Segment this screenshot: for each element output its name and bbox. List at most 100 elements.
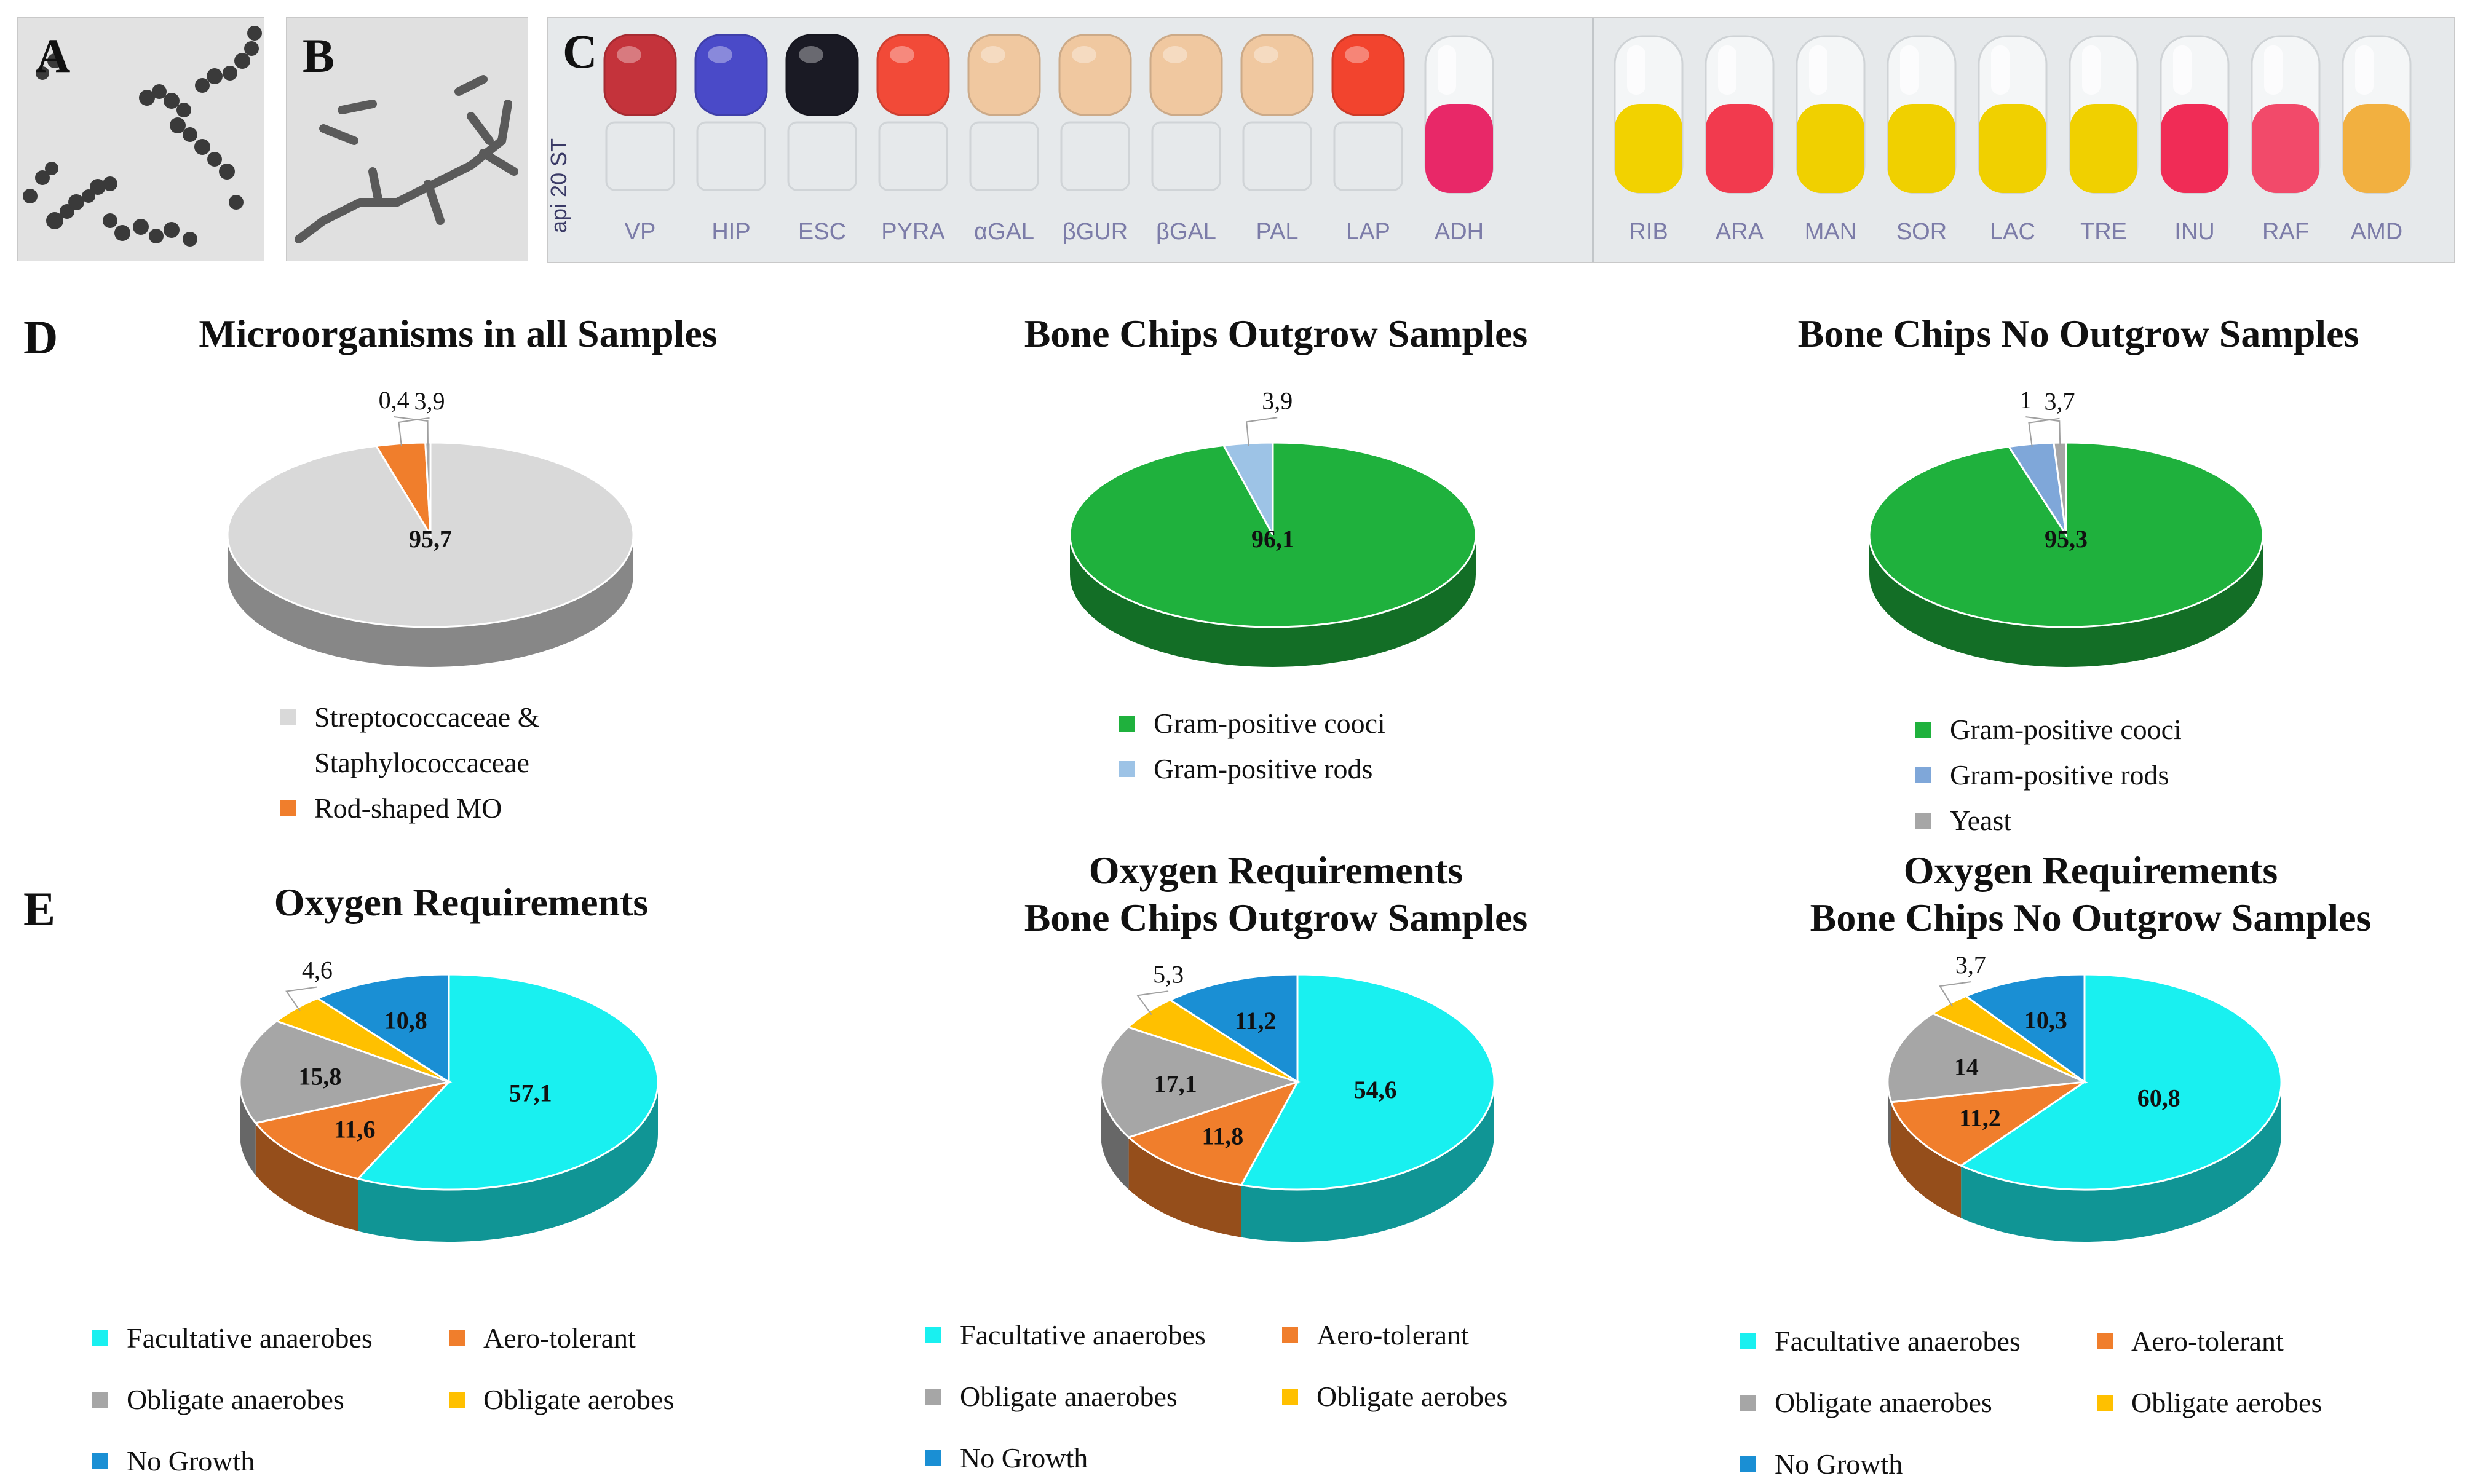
pie-data-label: 95,7 <box>409 525 452 553</box>
chart-title-oxygen: Oxygen Requirements <box>274 880 649 924</box>
legend-item: Facultative anaerobes <box>92 1322 373 1354</box>
api-cupule-ara: ARA <box>1705 35 1775 245</box>
legend-swatch <box>925 1450 941 1466</box>
legend-swatch <box>1915 767 1931 783</box>
legend-label: Facultative anaerobes <box>960 1319 1206 1351</box>
api-cupule-adh: ADH <box>1424 35 1494 245</box>
api-test-label: LAC <box>1990 219 2035 245</box>
pie-slice <box>1127 1080 1300 1186</box>
legend-item: No Growth <box>92 1445 255 1477</box>
pie-data-label: 10,8 <box>384 1007 427 1035</box>
legend-swatch <box>280 709 296 725</box>
legend-label: No Growth <box>1775 1448 1903 1480</box>
pie-slice-side <box>228 535 633 667</box>
legend-label: Obligate aerobes <box>1317 1381 1508 1412</box>
legend-label: Gram-positive cooci <box>1950 714 2182 745</box>
legend-item: Obligate aerobes <box>2097 1386 2322 1419</box>
legend-label: Obligate aerobes <box>483 1384 675 1415</box>
api-cupule-vp: VP <box>603 34 677 245</box>
api-test-label: HIP <box>711 219 750 245</box>
pie-chart-no-outgrow: 95,3 3,7 1 <box>1868 386 2264 667</box>
micrograph-b <box>286 17 528 261</box>
legend-item: Obligate aerobes <box>1282 1380 1507 1413</box>
pie-data-label: 11,6 <box>334 1115 376 1143</box>
api-test-label: αGAL <box>974 219 1034 245</box>
pie-data-label: 10,3 <box>2024 1006 2067 1034</box>
legend-label: Obligate anaerobes <box>960 1381 1178 1412</box>
legend-swatch <box>925 1388 941 1405</box>
api-test-label: AMD <box>2351 219 2402 245</box>
api-cupule-amd: AMD <box>2342 35 2412 245</box>
pie-slice-side <box>358 1082 658 1242</box>
legend-item: Aero-tolerant <box>1282 1319 1469 1351</box>
legend-item: Obligate anaerobes <box>92 1383 344 1416</box>
api-test-label: PYRA <box>881 219 945 245</box>
legend-label: Aero-tolerant <box>2131 1325 2284 1357</box>
pie-data-label: 57,1 <box>509 1079 552 1107</box>
pie-slice <box>1240 973 1495 1191</box>
legend-swatch <box>1282 1327 1298 1343</box>
chart-title-oxygen-outgrow-line1: Oxygen Requirements <box>1088 848 1463 892</box>
api-test-label: βGAL <box>1156 219 1216 245</box>
legend-swatch <box>1740 1333 1756 1349</box>
legend-swatch <box>1740 1456 1756 1472</box>
legend-label: Gram-positive rods <box>1154 753 1373 784</box>
legend-item: Gram-positive rods <box>1915 759 2169 791</box>
api-test-label: βGUR <box>1063 219 1128 245</box>
pie-data-label: 11,2 <box>1235 1007 1277 1035</box>
pie-slice-side <box>255 1123 358 1231</box>
api-test-label: ARA <box>1716 219 1764 245</box>
legend-swatch <box>2097 1333 2113 1349</box>
legend-item: No Growth <box>925 1442 1088 1474</box>
api-cupule-rib: RIB <box>1614 35 1684 245</box>
pie-slice <box>1099 1026 1301 1139</box>
legend-item: Obligate aerobes <box>449 1383 674 1416</box>
api-cupule-βgur: βGUR <box>1058 34 1132 245</box>
chart-title-no-outgrow: Bone Chips No Outgrow Samples <box>1797 312 2359 355</box>
legend-label: No Growth <box>960 1442 1088 1474</box>
legend-item: Facultative anaerobes <box>1740 1325 2021 1357</box>
pie-slice <box>315 973 450 1084</box>
pie-slice <box>1890 1081 2085 1167</box>
pie-leader-line <box>398 417 430 447</box>
chart-title-oxygen-no-outgrow-line2: Bone Chips No Outgrow Samples <box>1810 895 2372 939</box>
panel-label-a: A <box>36 29 71 82</box>
api-strip-graphic: VP HIP ESC PYRA αGAL βGUR βGAL PAL LAP ADH RIB ARA M… <box>548 18 2454 262</box>
rods-image <box>287 18 528 261</box>
legend-item: Rod-shaped MO <box>280 792 502 824</box>
pie-slice <box>1964 973 2086 1084</box>
legend-label: Obligate anaerobes <box>127 1384 344 1415</box>
pie-slice-side <box>1101 1082 1129 1190</box>
api-test-label: ADH <box>1435 219 1484 245</box>
chart-title-oxygen-no-outgrow-line1: Oxygen Requirements <box>1903 848 2278 892</box>
api-cupule-pal: PAL <box>1240 34 1314 245</box>
pie-data-label: 95,3 <box>2045 525 2088 553</box>
legend-label: Staphylococcaceae <box>314 747 529 778</box>
api-cupule-esc: ESC <box>785 34 859 245</box>
pie-chart-oxygen: 57,1 11,6 15,8 4,6 10,8 <box>239 957 659 1242</box>
legend-swatch <box>449 1330 465 1346</box>
api-cupule-lap: LAP <box>1331 34 1405 245</box>
legend-item: Facultative anaerobes <box>925 1319 1206 1351</box>
pie-chart-oxygen-outgrow: 54,6 11,817,1 5,3 11,2 <box>1099 960 1495 1242</box>
pie-chart-outgrow: 96,1 3,9 <box>1069 387 1477 667</box>
pie-slice-side <box>1869 535 2263 667</box>
legend-swatch <box>1740 1394 1756 1411</box>
pie-slice-side <box>1961 1082 2281 1242</box>
legend-label: Aero-tolerant <box>483 1322 636 1354</box>
legend-item: Gram-positive cooci <box>1915 713 2182 746</box>
pie-slice <box>1168 973 1299 1084</box>
pie-slice <box>1887 1012 2088 1103</box>
api-test-label: VP <box>625 219 656 245</box>
pie-data-label: 3,9 <box>414 387 445 415</box>
api-test-strip: VP HIP ESC PYRA αGAL βGUR βGAL PAL LAP ADH RIB ARA M… <box>547 17 2455 263</box>
panel-label-b: B <box>303 29 335 82</box>
api-cupule-αgal: αGAL <box>967 34 1041 245</box>
api-test-label: RAF <box>2262 219 2309 245</box>
micrograph-a <box>17 17 264 261</box>
legend-label: Facultative anaerobes <box>127 1322 373 1354</box>
pie-data-label: 4,6 <box>302 957 333 984</box>
panel-label-c: C <box>563 25 598 78</box>
pie-leader-line <box>1136 990 1169 1016</box>
api-test-label: TRE <box>2080 219 2127 245</box>
